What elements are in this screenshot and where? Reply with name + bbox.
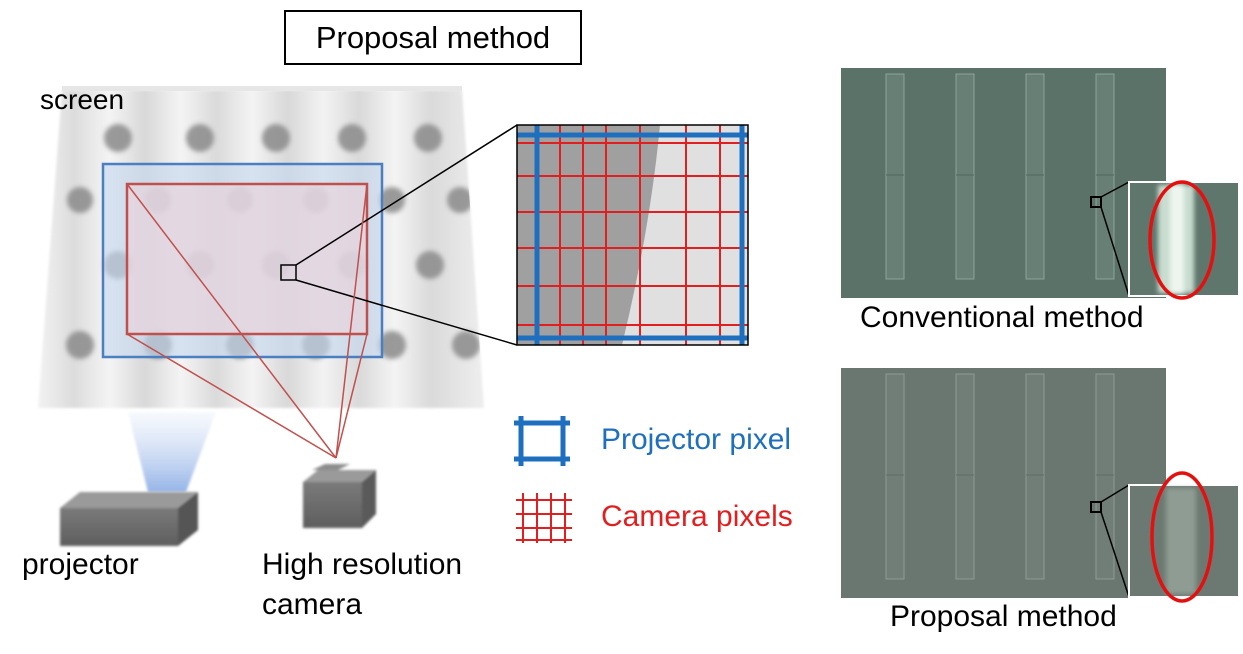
camera-area xyxy=(125,182,369,336)
screen-label: screen xyxy=(40,84,125,115)
camera-label-line1: High resolution xyxy=(262,548,463,581)
conventional-caption: Conventional method xyxy=(860,301,1144,334)
camera-pixel-grid xyxy=(517,125,748,345)
conventional-highlight-ellipse xyxy=(1148,180,1216,300)
projector-pixel-grid xyxy=(517,125,748,345)
zoom-line-top xyxy=(295,124,518,266)
legend-camera-pixels-label: Camera pixels xyxy=(601,500,793,533)
proposal-result-image xyxy=(841,368,1240,603)
projector-beam xyxy=(128,412,216,492)
diagram-title-text: Proposal method xyxy=(315,19,551,55)
camera-view-lines xyxy=(126,183,368,459)
legend-projector-pixel-label: Projector pixel xyxy=(601,423,792,456)
camera-box-icon xyxy=(303,464,376,528)
projector-label: projector xyxy=(22,548,139,581)
legend-projector-pixel-icon xyxy=(514,416,570,466)
zoom-line-bottom xyxy=(295,279,518,346)
proposal-caption: Proposal method xyxy=(890,600,1117,633)
projector-box-icon xyxy=(60,492,198,546)
conventional-result-image xyxy=(841,68,1240,300)
proposal-highlight-ellipse xyxy=(1150,471,1214,603)
legend-camera-pixels-icon xyxy=(516,493,572,543)
focus-square xyxy=(280,264,297,281)
camera-label-line2: camera xyxy=(262,588,363,621)
diagram-title: Proposal method xyxy=(284,10,582,65)
pixel-zoom-inset xyxy=(516,124,749,346)
